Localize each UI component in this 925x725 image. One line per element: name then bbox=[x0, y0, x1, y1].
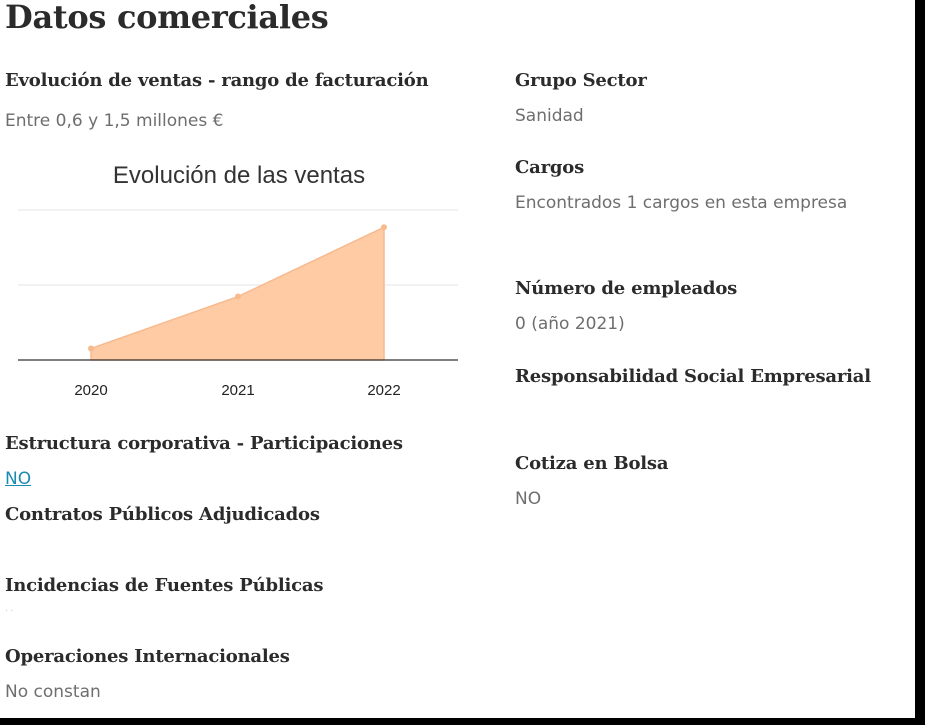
intl-heading: Operaciones Internacionales bbox=[5, 646, 290, 667]
cargos-value: Encontrados 1 cargos en esta empresa bbox=[515, 193, 848, 213]
data-point-2022 bbox=[381, 224, 387, 231]
bolsa-value: NO bbox=[515, 489, 542, 509]
page: Datos comerciales Evolución de ventas - … bbox=[0, 0, 915, 718]
sales-chart: Evolución de las ventas 2020 2021 2022 bbox=[18, 162, 458, 399]
incidents-heading: Incidencias de Fuentes Públicas bbox=[5, 575, 324, 596]
section-title: Datos comerciales bbox=[5, 0, 329, 36]
data-point-2020 bbox=[88, 345, 94, 352]
sales-range-value: Entre 0,6 y 1,5 millones € bbox=[5, 111, 224, 131]
sales-area bbox=[90, 226, 385, 361]
rse-heading: Responsabilidad Social Empresarial bbox=[515, 366, 871, 387]
structure-link[interactable]: NO bbox=[5, 469, 32, 489]
x-tick-label-2020: 2020 bbox=[74, 382, 107, 399]
chart-points bbox=[88, 224, 387, 352]
bolsa-heading: Cotiza en Bolsa bbox=[515, 453, 669, 474]
sector-value: Sanidad bbox=[515, 106, 584, 126]
contracts-heading: Contratos Públicos Adjudicados bbox=[5, 504, 320, 525]
x-tick-label-2021: 2021 bbox=[221, 382, 254, 399]
employees-heading: Número de empleados bbox=[515, 278, 738, 299]
sector-heading: Grupo Sector bbox=[515, 70, 647, 91]
x-axis-ticks: 2020 2021 2022 bbox=[74, 382, 400, 399]
incidents-placeholder: ·· bbox=[5, 606, 16, 617]
intl-value: No constan bbox=[5, 682, 101, 702]
chart-title: Evolución de las ventas bbox=[113, 162, 365, 189]
sales-heading: Evolución de ventas - rango de facturaci… bbox=[5, 70, 429, 91]
data-point-2021 bbox=[235, 293, 241, 300]
cargos-heading: Cargos bbox=[515, 157, 584, 178]
chart-grid bbox=[18, 209, 458, 286]
structure-heading: Estructura corporativa - Participaciones bbox=[5, 433, 403, 454]
employees-value: 0 (año 2021) bbox=[515, 314, 625, 334]
x-tick-label-2022: 2022 bbox=[367, 382, 400, 399]
